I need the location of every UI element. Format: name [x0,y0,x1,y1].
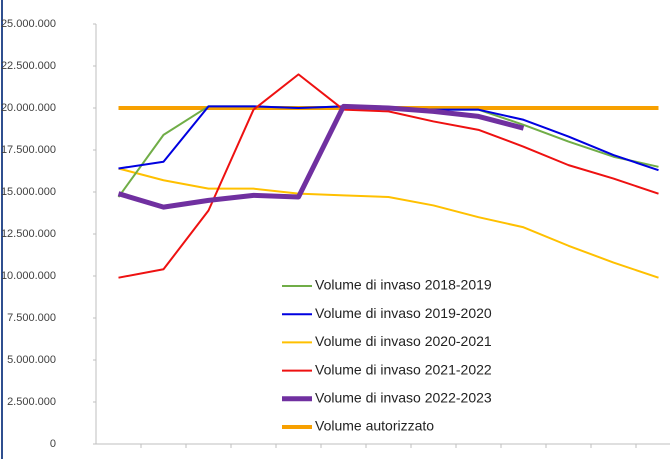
y-tick-label: 0 [50,438,56,450]
y-tick-label: 20.000.000 [1,102,56,114]
series-line [118,167,659,279]
series-line [117,105,659,198]
series-line [117,103,525,210]
series-line [118,73,659,279]
legend-label: Volume di invaso 2018-2019 [315,277,492,293]
y-tick-label: 5.000.000 [7,354,56,366]
legend-label: Volume di invaso 2022-2023 [315,390,492,406]
y-tick-label: 22.500.000 [1,60,56,72]
y-tick-label: 7.500.000 [7,312,56,324]
y-tick-label: 10.000.000 [1,270,56,282]
y-tick-label: 12.500.000 [1,228,56,240]
legend-label: Volume di invaso 2021-2022 [315,361,492,377]
legend-label: Volume di invaso 2019-2020 [315,305,492,321]
y-tick-label: 25.000.000 [1,18,56,30]
y-tick-label: 17.500.000 [1,144,56,156]
y-tick-label: 2.500.000 [7,396,56,408]
series-line [118,105,659,172]
legend-label: Volume di invaso 2020-2021 [315,333,492,349]
y-tick-label: 15.000.000 [1,186,56,198]
legend-label: Volume autorizzato [315,418,434,434]
